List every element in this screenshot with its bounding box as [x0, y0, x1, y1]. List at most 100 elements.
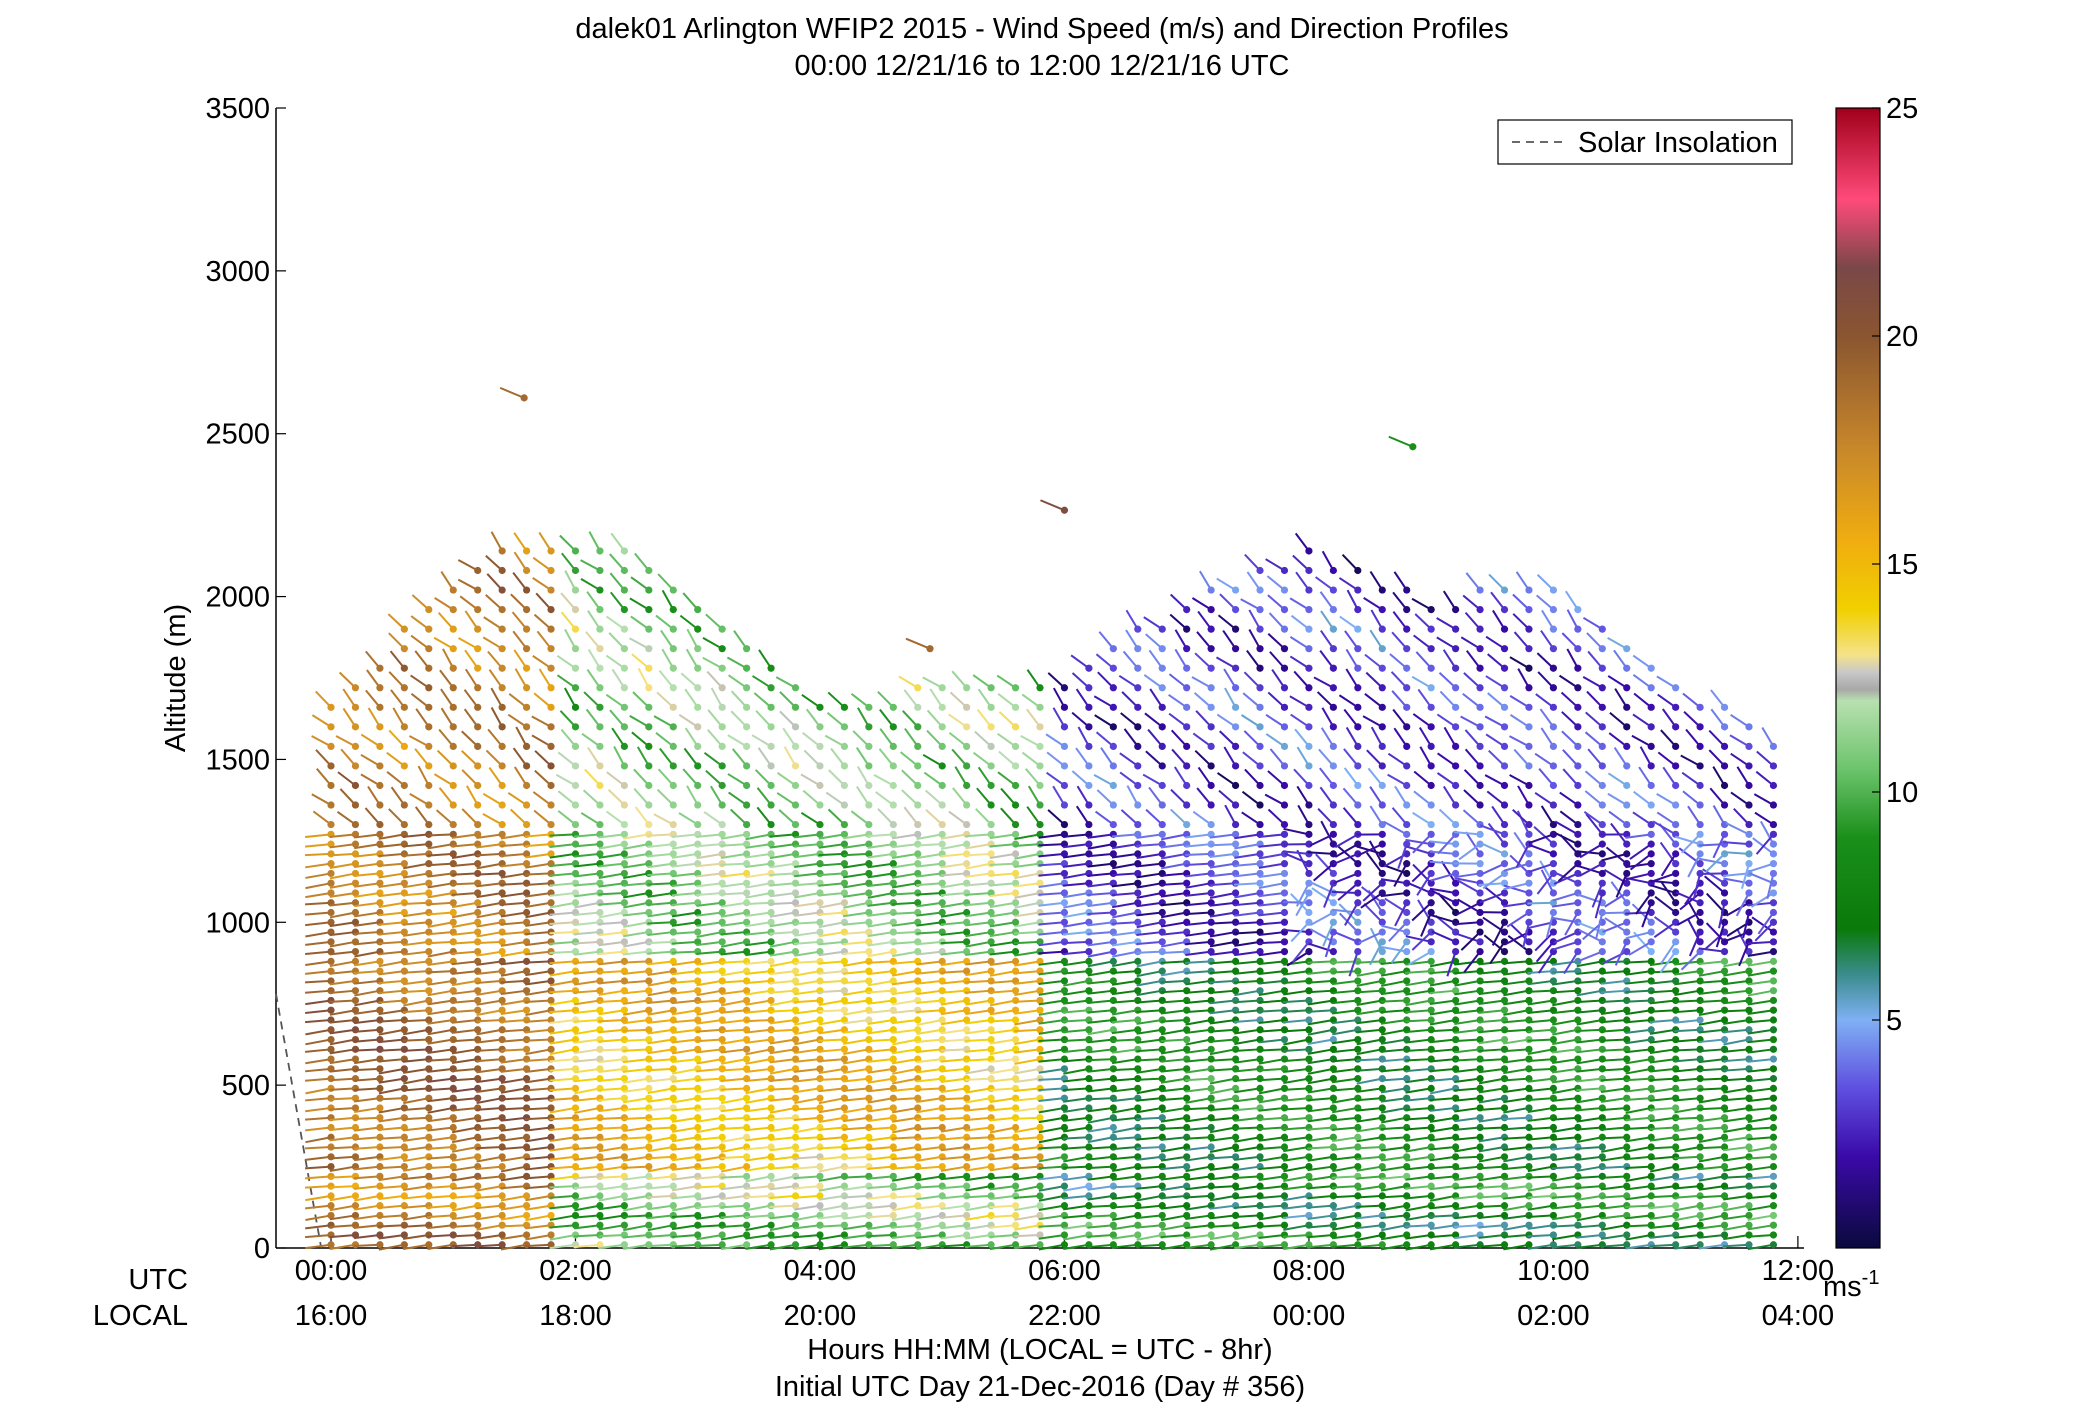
wind-barb-point	[914, 1016, 922, 1024]
wind-barb-stem	[622, 950, 649, 956]
wind-barb-point	[1134, 1114, 1142, 1122]
wind-barb-stem	[794, 1224, 821, 1230]
wind-barb-point	[1207, 938, 1215, 946]
wind-barb-point	[547, 547, 555, 555]
wind-barb-point	[1158, 918, 1166, 926]
wind-barb-stem	[647, 1116, 674, 1121]
wind-barb-stem	[378, 1204, 405, 1210]
wind-barb-point	[816, 1026, 824, 1034]
wind-barb-point	[1158, 860, 1166, 868]
wind-barb-stem	[647, 882, 674, 886]
wind-barb-point	[743, 1016, 751, 1024]
wind-barb-point	[327, 1241, 335, 1249]
wind-barb-point	[767, 820, 775, 829]
wind-barb-stem	[1014, 1106, 1041, 1113]
wind-barb-point	[1354, 781, 1362, 790]
wind-barb-stem	[794, 1038, 821, 1046]
wind-barb-point	[1280, 742, 1289, 751]
wind-barb-stem	[916, 1175, 943, 1182]
wind-barb-point	[1060, 742, 1069, 751]
wind-barb-stem	[965, 979, 992, 984]
wind-barb-point	[596, 938, 604, 946]
wind-barb-stem	[305, 1194, 332, 1202]
wind-barb-stem	[630, 576, 650, 591]
wind-barb-stem	[720, 931, 747, 936]
wind-barb-stem	[1014, 1136, 1041, 1141]
wind-barb-point	[1256, 850, 1264, 858]
wind-barb-stem	[329, 970, 356, 975]
wind-barb-point	[498, 1055, 506, 1063]
wind-barb-stem	[402, 940, 429, 947]
wind-barb-point	[865, 977, 873, 985]
wind-barb-point	[1280, 860, 1289, 868]
wind-barb-point	[400, 1094, 408, 1102]
wind-barb-stem	[402, 1175, 429, 1181]
wind-barb-point	[865, 957, 873, 965]
wind-barb-stem	[574, 1224, 601, 1230]
wind-barb-stem	[769, 911, 796, 918]
wind-barb-stem	[867, 1067, 894, 1074]
x-tick-label-utc: 08:00	[1273, 1255, 1346, 1287]
wind-barb-stem	[1331, 890, 1358, 894]
x-tick-label-local: 00:00	[1273, 1300, 1346, 1332]
wind-barb-point	[1354, 801, 1362, 809]
wind-barb-stem	[513, 532, 528, 552]
wind-barb-point	[498, 1162, 506, 1171]
wind-barb-stem	[622, 1067, 649, 1073]
wind-barb-stem	[653, 715, 674, 728]
wind-barb-stem	[965, 960, 992, 966]
wind-barb-stem	[647, 833, 674, 837]
wind-barb-point	[1060, 1153, 1069, 1161]
wind-barb-point	[1158, 850, 1166, 858]
wind-barb-stem	[745, 1019, 772, 1023]
wind-barb-point	[327, 996, 335, 1005]
wind-barb-point	[1207, 742, 1215, 751]
wind-barb-stem	[463, 689, 479, 708]
wind-barb-stem	[696, 1136, 723, 1141]
wind-barb-point	[1109, 1182, 1117, 1190]
wind-barb-stem	[622, 989, 649, 995]
wind-barb-stem	[410, 692, 430, 709]
wind-barb-stem	[598, 843, 625, 850]
wind-barb-stem	[852, 730, 870, 748]
wind-barb-point	[645, 1045, 653, 1053]
wind-barb-point	[522, 762, 531, 770]
wind-barb-stem	[1333, 872, 1359, 885]
wind-barb-stem	[965, 1116, 992, 1122]
wind-barb-point	[547, 977, 555, 985]
wind-barb-stem	[605, 654, 625, 670]
wind-barb-stem	[826, 712, 846, 728]
wind-barb-point	[669, 664, 677, 672]
wind-barb-point	[1109, 820, 1117, 829]
wind-barb-point	[669, 840, 677, 848]
wind-barb-point	[694, 781, 702, 790]
wind-barb-point	[791, 762, 800, 770]
wind-barb-stem	[549, 1185, 576, 1189]
wind-barb-point	[571, 1084, 580, 1092]
wind-barb-point	[425, 723, 433, 731]
wind-barb-stem	[598, 1175, 625, 1179]
wind-barb-stem	[427, 960, 454, 967]
wind-barb-point	[1109, 703, 1117, 711]
wind-barb-point	[474, 684, 482, 692]
wind-barb-stem	[476, 1097, 503, 1104]
wind-barb-stem	[965, 1097, 992, 1104]
wind-barb-point	[1183, 860, 1191, 868]
wind-barb-point	[767, 1026, 775, 1034]
wind-barb-point	[1280, 645, 1289, 653]
wind-barb-stem	[367, 785, 381, 806]
wind-barbs	[304, 386, 1778, 1251]
wind-barb-point	[1011, 703, 1020, 711]
wind-barb-point	[376, 1075, 384, 1083]
wind-barb-stem	[656, 788, 674, 806]
wind-barb-point	[718, 801, 726, 809]
wind-barb-point	[351, 899, 360, 907]
wind-barb-stem	[647, 1146, 674, 1153]
wind-barb-stem	[451, 1146, 478, 1153]
wind-barb-point	[571, 742, 580, 751]
wind-barb-stem	[598, 921, 625, 926]
wind-barb-point	[1158, 1026, 1166, 1034]
wind-barb-point	[1403, 1143, 1411, 1151]
wind-barb-point	[816, 1162, 824, 1171]
wind-barb-point	[963, 1202, 971, 1210]
